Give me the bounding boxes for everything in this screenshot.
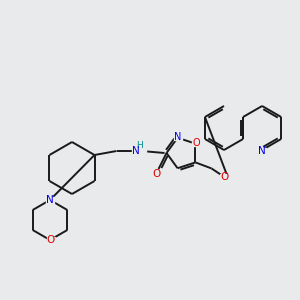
Bar (193, 139, 200, 146)
Text: N: N (132, 146, 140, 156)
Text: H: H (136, 142, 143, 151)
Text: N: N (174, 132, 181, 142)
Bar (174, 133, 182, 140)
Bar (131, 147, 146, 155)
Text: O: O (47, 235, 55, 245)
Bar (152, 170, 160, 178)
Text: N: N (46, 195, 54, 205)
Text: O: O (220, 172, 229, 182)
Text: N: N (258, 146, 266, 156)
Bar (220, 174, 229, 181)
Bar (258, 148, 266, 154)
Bar (47, 236, 55, 244)
Text: O: O (193, 138, 200, 148)
Bar (46, 196, 54, 203)
Text: O: O (152, 169, 160, 179)
